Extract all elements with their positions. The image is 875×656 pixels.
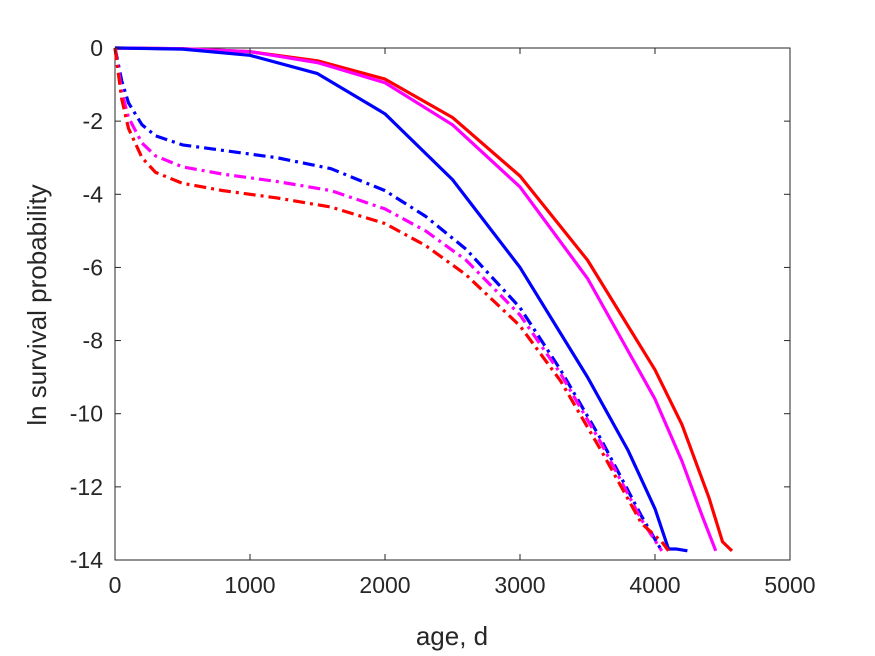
series-line-4 <box>113 47 664 552</box>
x-axis-title: age, d <box>416 621 488 651</box>
series-line-5 <box>113 47 664 552</box>
y-axis-title: ln survival probability <box>22 184 52 425</box>
plot-area <box>114 47 791 561</box>
y-tick-label: -4 <box>83 181 104 207</box>
y-tick-label: 0 <box>90 35 103 61</box>
x-tick-label: 1000 <box>224 572 275 598</box>
x-tick-label: 0 <box>109 572 122 598</box>
x-tick-label: 5000 <box>764 572 815 598</box>
series-line-2 <box>114 46 718 552</box>
x-tick-label: 3000 <box>494 572 545 598</box>
plot-frame <box>114 47 791 561</box>
y-tick-label: -12 <box>70 474 103 500</box>
y-tick-label: -14 <box>70 547 103 573</box>
y-tick-label: -2 <box>83 108 103 134</box>
x-tick-label: 4000 <box>629 572 680 598</box>
x-tick-label: 2000 <box>359 572 410 598</box>
axis-layer: 0 1000 2000 3000 4000 5000 0 -2 -4 -6 -8 -10 -12 -14 <box>70 35 816 598</box>
series-line-6 <box>113 47 670 552</box>
y-tick-label: -6 <box>83 254 103 280</box>
y-tick-label: -10 <box>70 401 103 427</box>
y-tick-label: -8 <box>83 328 103 354</box>
